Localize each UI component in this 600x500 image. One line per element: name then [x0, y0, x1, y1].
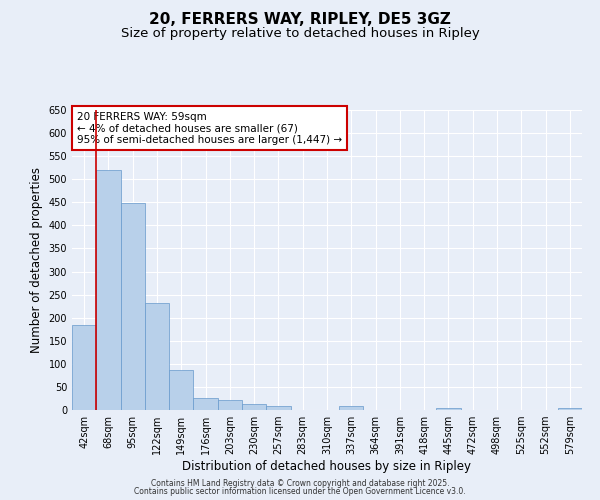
Bar [339, 406, 364, 410]
Text: Size of property relative to detached houses in Ripley: Size of property relative to detached ho… [121, 28, 479, 40]
Bar [96, 170, 121, 410]
Text: 20, FERRERS WAY, RIPLEY, DE5 3GZ: 20, FERRERS WAY, RIPLEY, DE5 3GZ [149, 12, 451, 28]
Text: Contains HM Land Registry data © Crown copyright and database right 2025.: Contains HM Land Registry data © Crown c… [151, 478, 449, 488]
Bar [266, 406, 290, 410]
Bar [121, 203, 145, 410]
Bar [145, 304, 169, 410]
Bar [72, 324, 96, 410]
Y-axis label: Number of detached properties: Number of detached properties [30, 167, 43, 353]
X-axis label: Distribution of detached houses by size in Ripley: Distribution of detached houses by size … [182, 460, 472, 473]
Bar [169, 370, 193, 410]
Bar [242, 404, 266, 410]
Text: Contains public sector information licensed under the Open Government Licence v3: Contains public sector information licen… [134, 487, 466, 496]
Bar [436, 408, 461, 410]
Text: 20 FERRERS WAY: 59sqm
← 4% of detached houses are smaller (67)
95% of semi-detac: 20 FERRERS WAY: 59sqm ← 4% of detached h… [77, 112, 342, 144]
Bar [218, 400, 242, 410]
Bar [193, 398, 218, 410]
Bar [558, 408, 582, 410]
